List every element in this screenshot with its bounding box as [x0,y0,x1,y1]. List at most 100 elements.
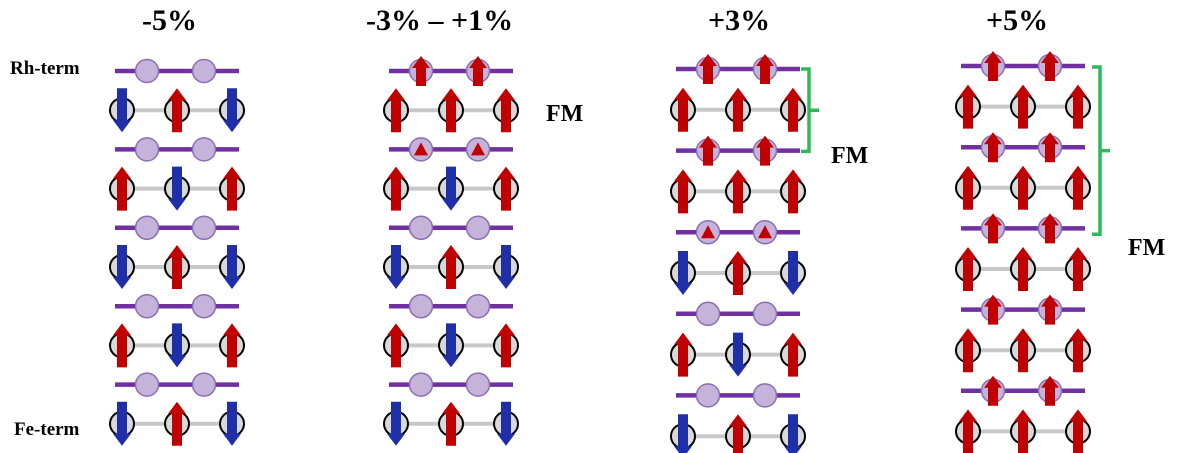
rh-atom [191,372,217,397]
spin-up-arrow [1069,409,1087,453]
spin-up-arrow [1014,328,1032,373]
rh-layer [115,215,239,241]
rh-moment-up-arrow [699,54,717,84]
spin-down-arrow [497,401,515,446]
spin-up-arrow [1014,409,1032,453]
rh-atom [465,215,491,241]
rh-atom [408,372,434,397]
fe-layer [670,414,806,453]
spin-down-arrow [442,323,460,368]
rh-atom [465,372,491,397]
spin-down-arrow [113,401,131,446]
spin-down-arrow [223,401,241,446]
rh-moment-small-arrow [701,225,715,239]
spin-up-arrow [223,323,241,368]
fe-layer [955,328,1091,373]
spin-up-arrow [497,88,515,133]
rh-atom [695,301,721,327]
spin-down-arrow [387,401,405,446]
column-1 [109,58,245,446]
spin-up-arrow [674,87,692,132]
rh-atom [134,215,160,241]
rh-atom [408,293,434,319]
rh-layer [389,137,513,162]
spin-up-arrow [168,245,186,289]
fe-layer [670,169,806,214]
spin-down-arrow [784,414,802,453]
spin-up-arrow [674,169,692,214]
rh-moment-up-arrow [984,213,1002,244]
rh-layer [115,137,239,162]
rh-moment-up-arrow [412,56,430,86]
spin-down-arrow [223,88,241,133]
rh-termination-label: Rh-term [10,58,80,79]
spin-up-arrow [784,87,802,132]
fe-termination-label: Fe-term [14,419,80,440]
spin-up-arrow [959,165,977,210]
spin-down-arrow [113,245,131,289]
spin-up-arrow [1069,328,1087,373]
fe-layer [383,245,519,289]
rh-moment-up-arrow [756,54,774,84]
spin-up-arrow [1069,247,1087,291]
spin-up-arrow [168,88,186,133]
spin-up-arrow [959,247,977,291]
rh-atom [134,137,160,162]
spin-down-arrow [223,245,241,289]
rh-moment-up-arrow [1041,132,1059,163]
rh-atom [191,293,217,319]
rh-atom [134,372,160,397]
rh-moment-up-arrow [756,135,774,166]
rh-layer [961,375,1085,406]
fm-label-col3: FM [831,143,869,169]
rh-moment-up-arrow [984,294,1002,325]
spin-down-arrow [674,414,692,453]
spin-up-arrow [729,414,747,453]
spin-up-arrow [1014,84,1032,129]
spin-down-arrow [168,166,186,211]
spin-up-arrow [442,401,460,446]
spin-up-arrow [113,323,131,368]
spin-up-arrow [729,169,747,214]
rh-layer [676,135,800,166]
rh-layer [115,293,239,319]
spin-up-arrow [168,401,186,446]
rh-moment-up-arrow [1041,294,1059,325]
fe-layer [955,84,1091,129]
rh-moment-up-arrow [984,51,1002,81]
spin-down-arrow [497,245,515,289]
spin-down-arrow [784,251,802,295]
fe-layer [955,165,1091,210]
rh-layer [676,219,800,245]
rh-moment-up-arrow [469,56,487,86]
spin-up-arrow [729,87,747,132]
fe-layer [670,251,806,295]
rh-moment-up-arrow [1041,51,1059,81]
rh-layer [961,294,1085,325]
rh-moment-small-arrow [414,142,428,156]
fe-layer [109,166,245,211]
spin-up-arrow [442,245,460,289]
spin-up-arrow [1014,247,1032,291]
column-title-minus3-plus1: -3% – +1% [366,4,514,37]
rh-layer [676,301,800,327]
rh-layer [389,372,513,397]
rh-atom [465,293,491,319]
spin-up-arrow [1069,165,1087,210]
spin-up-arrow [497,323,515,368]
spin-up-arrow [729,251,747,295]
spin-down-arrow [113,88,131,133]
spin-down-arrow [387,245,405,289]
rh-layer [389,293,513,319]
spin-up-arrow [959,84,977,129]
rh-atom [191,58,217,84]
fe-layer [109,323,245,368]
rh-moment-small-arrow [471,142,485,156]
rh-moment-up-arrow [984,132,1002,163]
spin-down-arrow [674,251,692,295]
fe-layer [383,401,519,446]
fm-bracket [801,67,819,154]
spin-up-arrow [387,88,405,133]
fe-layer [955,409,1091,453]
rh-layer [961,132,1085,163]
